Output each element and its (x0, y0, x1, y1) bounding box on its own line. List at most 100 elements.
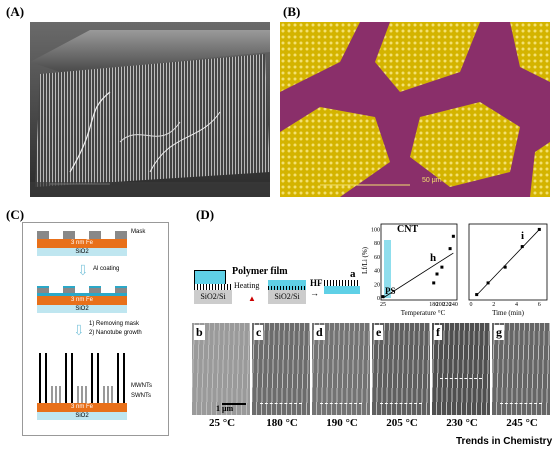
fe-layer-3: 3 nm Fe (37, 403, 127, 412)
panel-label-a: (A) (6, 4, 25, 19)
subpanel-a-letter: a (350, 268, 356, 280)
transfer-schematic: Polymer film a SiO2/Si Heating ▲ SiO2/Si… (192, 266, 362, 318)
temperature-label: 180 °C (266, 417, 298, 429)
data-point (520, 245, 524, 249)
chart-temperature: 25 180 200 220 240 0 20 40 60 80 100 CNT PS h Lf/L… (361, 220, 461, 320)
sem-panel-e: e (372, 323, 430, 415)
chart-i-xlabel: Time (min) (492, 309, 524, 317)
journal-footer: Trends in Chemistry (456, 436, 553, 447)
sio2-layer: SiO2 (37, 248, 127, 256)
polymer-film-2 (268, 280, 306, 288)
dashed-marker (500, 403, 542, 404)
sem-image-forest (30, 22, 270, 197)
cnt-label: CNT (397, 224, 419, 235)
temperature-label: 230 °C (446, 417, 478, 429)
sem-letter-b: b (194, 325, 205, 340)
cnt-array-1 (194, 284, 232, 290)
arrow-down-icon-2: ⇩ (73, 324, 85, 339)
al-coating-label: Al coating (93, 266, 120, 272)
sem-letter-g: g (494, 325, 504, 340)
temperature-label: 190 °C (326, 417, 358, 429)
panel-label-d: (D) (196, 207, 215, 222)
mask-label: Mask (131, 229, 146, 235)
dashed-marker (380, 403, 422, 404)
sem-panel-f: f (432, 323, 490, 415)
heat-arrow-icon: ▲ (248, 294, 256, 303)
heating-label: Heating (234, 281, 260, 290)
x-tick-label: 4 (515, 302, 518, 308)
data-point (451, 234, 455, 238)
panel-label-b: (B) (283, 4, 301, 19)
panel-label-c: (C) (6, 207, 25, 222)
dashed-marker (440, 378, 482, 379)
substrate-1: SiO2/Si (194, 290, 232, 304)
dashed-marker (320, 403, 362, 404)
sio2-layer-2: SiO2 (37, 305, 127, 313)
x-tick-label: 200 (436, 302, 445, 308)
chart-h-xlabel: Temperature °C (400, 309, 446, 317)
sem-panel-g: g (492, 323, 550, 415)
y-tick-label: 40 (374, 269, 380, 275)
swnts-label: SWNTs (131, 393, 151, 399)
x-tick-label: 220 (442, 302, 451, 308)
data-point (475, 293, 479, 297)
released-cnt-array (324, 280, 360, 286)
sem-strip: b 1 μm c d e f g (192, 323, 550, 415)
mwnts-label: MWNTs (131, 383, 152, 389)
fe-layer-2: 3 nm Fe (37, 296, 127, 305)
x-tick-label: 240 (449, 302, 458, 308)
sem-panel-c: c (252, 323, 310, 415)
data-point (381, 295, 385, 299)
mask-layer (37, 231, 127, 239)
fe-layer: 3 nm Fe (37, 239, 127, 248)
scale-bar-label: 1 μm (216, 404, 234, 413)
y-tick-label: 20 (374, 282, 380, 288)
data-point (486, 281, 490, 285)
scale-bar (222, 403, 246, 405)
step-nanotube-growth: 2) Nanotube growth (89, 330, 142, 336)
arrow-down-icon: ⇩ (77, 264, 89, 279)
sem-image-pattern: 50 μm (280, 22, 550, 197)
temperature-label: 245 °C (506, 417, 538, 429)
cnt-inset-bar (384, 240, 391, 298)
data-point (503, 265, 507, 269)
temperature-label: 25 °C (208, 417, 236, 429)
chart-time: 0 2 4 6 i Time (min) (463, 220, 551, 320)
y-tick-label: 60 (374, 255, 380, 261)
released-polymer (324, 286, 360, 294)
subpanel-h-letter: h (430, 252, 437, 264)
sem-letter-d: d (314, 325, 325, 340)
dashed-marker (260, 403, 302, 404)
data-point (432, 281, 436, 285)
sio2-layer-3: SiO2 (37, 412, 127, 420)
sem-letter-f: f (434, 325, 442, 340)
fit-line (382, 252, 454, 299)
cnt-array-2 (268, 286, 306, 290)
polymer-film-label: Polymer film (232, 266, 288, 277)
fabrication-schematic: Mask 3 nm Fe SiO2 ⇩ Al coating 3 nm Fe S… (22, 222, 169, 436)
y-tick-label: 0 (377, 296, 380, 302)
temperature-labels: 25 °C 180 °C 190 °C 205 °C 230 °C 245 °C (192, 417, 550, 431)
coated-mask-layer (37, 286, 127, 296)
x-tick-label: 25 (380, 302, 386, 308)
scale-bar-label: 50 μm (422, 177, 442, 184)
chart-h-ylabel: Lf/Li (%) (361, 246, 369, 274)
nanotube-array (39, 353, 125, 403)
hf-label: HF (310, 278, 323, 288)
sem-panel-d: d (312, 323, 370, 415)
sem-panel-b: b 1 μm (192, 323, 250, 415)
data-point (435, 272, 439, 276)
y-tick-label: 80 (374, 241, 380, 247)
data-point (440, 265, 444, 269)
x-tick-label: 2 (492, 302, 495, 308)
arrow-right-icon: → (310, 288, 319, 298)
x-tick-label: 0 (470, 302, 473, 308)
substrate-2: SiO2/Si (268, 290, 306, 304)
subpanel-i-letter: i (521, 230, 525, 242)
x-tick-label: 180 (429, 302, 438, 308)
sem-letter-e: e (374, 325, 384, 340)
data-point (448, 247, 452, 251)
data-point (537, 227, 541, 231)
temperature-label: 205 °C (386, 417, 418, 429)
sem-letter-c: c (254, 325, 264, 340)
